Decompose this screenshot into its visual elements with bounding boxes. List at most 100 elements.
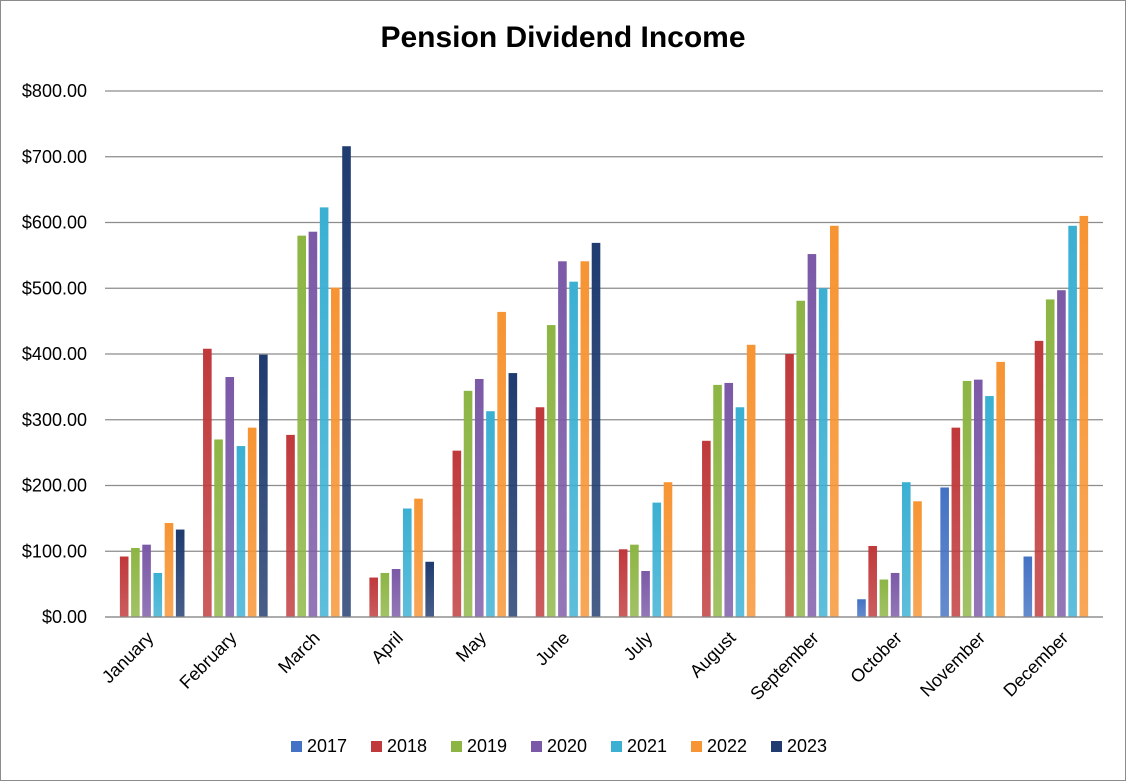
bar-2022-december [1079,215,1089,618]
y-tick-label: $800.00 [22,81,87,101]
bar-2022-may [497,311,506,617]
bar-2021-december [1068,225,1077,617]
bar-2020-september [807,254,817,617]
bar-2021-january [153,572,163,617]
x-tick-label: February [176,628,241,693]
bar-2018-march [286,434,295,617]
bar-2018-july [618,549,628,617]
x-tick-label: September [746,628,822,704]
y-tick-label: $300.00 [22,410,87,430]
bar-2023-january [175,529,185,617]
x-tick-label: August [686,628,740,682]
bar-2019-september [796,300,806,617]
bar-2020-june [558,261,567,617]
bar-2021-july [652,502,662,617]
bar-2018-june [535,407,545,617]
chart-title: Pension Dividend Income [380,21,746,54]
legend-label-2017: 2017 [307,736,347,756]
y-tick-label: $600.00 [22,213,87,233]
bar-2017-december [1023,556,1033,617]
y-tick-label: $200.00 [22,476,87,496]
legend-swatch-2018 [371,741,382,752]
x-tick-label: October [846,628,905,687]
bar-2018-september [785,354,794,617]
bar-2019-december [1045,299,1055,617]
bar-2022-november [996,361,1005,617]
legend-label-2020: 2020 [547,736,587,756]
x-tick-label: March [274,628,324,678]
bar-2019-may [463,390,473,617]
y-tick-label: $700.00 [22,147,87,167]
bar-2020-april [391,569,401,617]
legend-label-2021: 2021 [627,736,667,756]
bar-2022-july [663,482,673,617]
x-tick-label: April [367,628,407,668]
legend-swatch-2017 [291,741,302,752]
bar-2018-february [203,348,212,617]
legend-swatch-2021 [611,741,622,752]
bar-2023-june [591,242,601,617]
legend-label-2018: 2018 [387,736,427,756]
bar-2020-december [1057,290,1066,617]
bar-2018-april [369,577,378,617]
bar-2023-february [259,354,268,617]
bar-2020-march [308,231,318,617]
bar-2019-february [214,439,223,617]
bar-2019-august [713,384,722,617]
bar-2021-april [402,508,412,617]
bar-2020-january [142,544,151,617]
bar-2021-september [818,288,828,617]
x-tick-label: July [620,628,657,665]
bar-2020-july [641,570,650,617]
bar-2021-october [901,482,911,617]
legend-label-2022: 2022 [707,736,747,756]
y-tick-label: $0.00 [42,607,87,627]
bar-2021-november [985,396,994,617]
bar-2023-march [342,146,351,618]
legend-swatch-2022 [691,741,702,752]
bar-2019-november [962,380,972,617]
bar-2018-november [951,427,961,617]
bar-2020-may [474,378,484,617]
bar-2020-february [225,377,235,617]
legend-label-2023: 2023 [787,736,827,756]
x-tick-label: November [916,628,989,701]
bar-2021-march [319,207,329,617]
bar-2019-july [630,544,639,617]
bar-2019-january [131,547,140,617]
bar-2020-august [724,382,734,617]
bar-2022-april [414,498,423,617]
bar-2023-may [508,373,518,617]
bar-2021-august [735,407,745,617]
bar-2019-march [297,235,307,617]
legend-swatch-2020 [531,741,542,752]
bar-2018-august [702,440,711,617]
y-tick-label: $400.00 [22,344,87,364]
legend-swatch-2019 [451,741,462,752]
bar-2022-february [247,427,257,617]
y-tick-label: $100.00 [22,541,87,561]
bar-2022-june [580,261,590,617]
bar-2022-september [830,225,839,617]
x-tick-label: June [531,628,573,670]
bar-2018-october [868,545,877,617]
bar-2018-december [1034,340,1044,617]
bar-2020-november [973,379,983,617]
bar-2017-october [857,599,866,617]
bar-2017-november [940,487,949,617]
x-tick-label: May [452,628,490,666]
bar-2019-april [380,572,390,617]
bar-2019-june [546,325,556,617]
bar-2022-march [331,287,340,617]
bar-2020-october [890,572,900,617]
bar-2018-may [452,450,462,617]
bar-2022-october [913,501,922,617]
bar-2021-june [569,281,578,617]
bar-2022-august [746,344,756,617]
bar-2019-october [879,579,889,617]
bar-2023-april [425,561,434,617]
bar-2021-may [486,411,495,617]
x-tick-label: January [98,628,157,687]
